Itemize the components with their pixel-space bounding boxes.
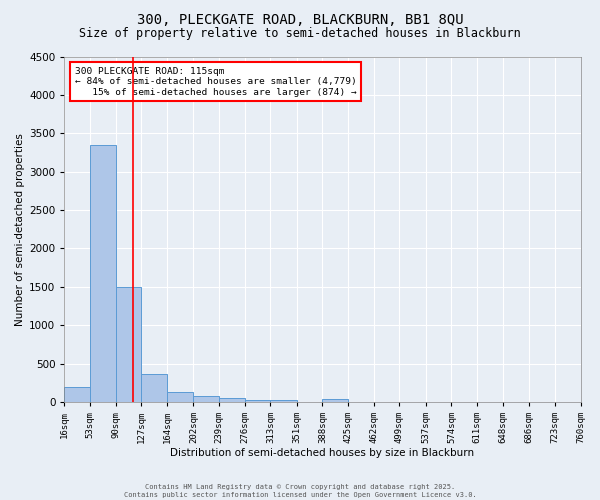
- Bar: [245, 400, 271, 402]
- Text: 300 PLECKGATE ROAD: 115sqm
← 84% of semi-detached houses are smaller (4,779)
   : 300 PLECKGATE ROAD: 115sqm ← 84% of semi…: [75, 67, 356, 96]
- Bar: [142, 374, 167, 402]
- Bar: [271, 400, 297, 402]
- Bar: [167, 392, 193, 402]
- Text: Contains HM Land Registry data © Crown copyright and database right 2025.
Contai: Contains HM Land Registry data © Crown c…: [124, 484, 476, 498]
- Bar: [90, 145, 116, 402]
- Text: Size of property relative to semi-detached houses in Blackburn: Size of property relative to semi-detach…: [79, 28, 521, 40]
- Bar: [64, 386, 90, 402]
- Text: 300, PLECKGATE ROAD, BLACKBURN, BB1 8QU: 300, PLECKGATE ROAD, BLACKBURN, BB1 8QU: [137, 12, 463, 26]
- Bar: [193, 396, 219, 402]
- Bar: [116, 287, 142, 402]
- Bar: [219, 398, 245, 402]
- Y-axis label: Number of semi-detached properties: Number of semi-detached properties: [15, 133, 25, 326]
- Bar: [322, 399, 348, 402]
- X-axis label: Distribution of semi-detached houses by size in Blackburn: Distribution of semi-detached houses by …: [170, 448, 475, 458]
